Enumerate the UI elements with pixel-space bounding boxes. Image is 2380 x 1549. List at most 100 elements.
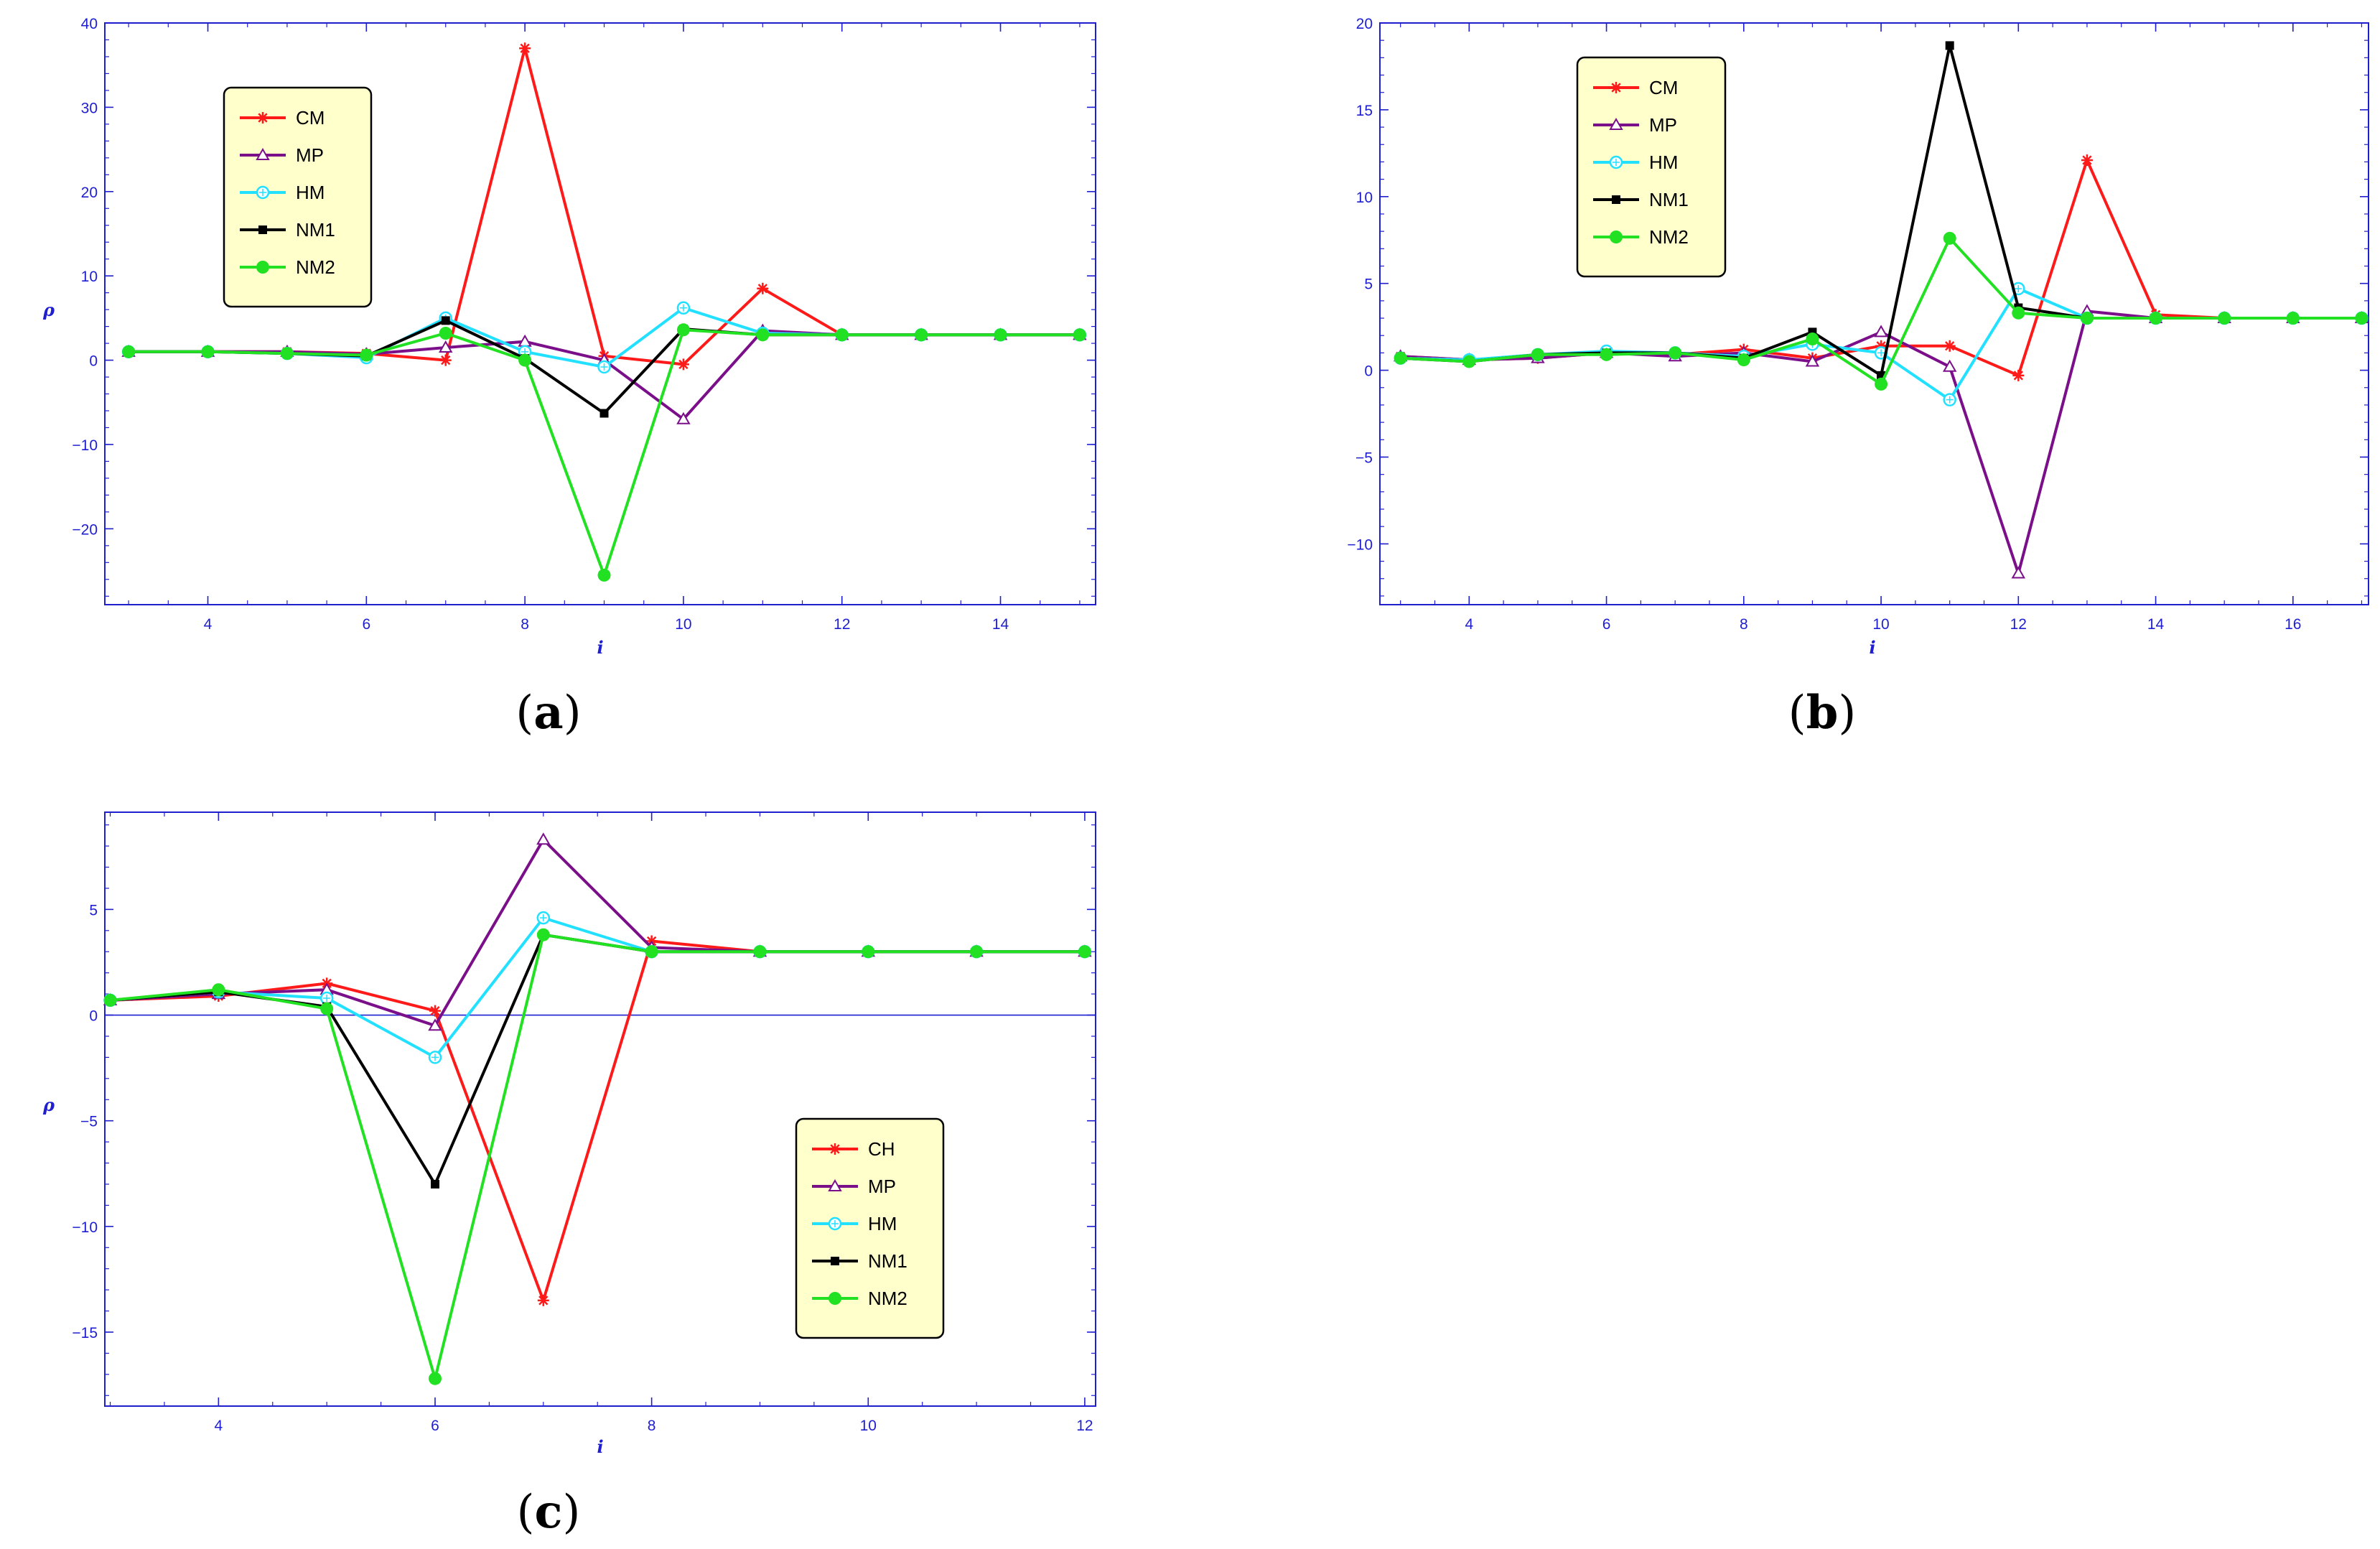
legend-label: MP <box>868 1176 896 1197</box>
series-4-marker <box>2080 312 2094 325</box>
series-4-marker <box>518 353 532 367</box>
series-1-marker <box>1805 354 1820 367</box>
legend-label: CH <box>868 1138 895 1160</box>
series-4-marker <box>2355 312 2369 325</box>
series-1-marker <box>256 147 270 160</box>
legend-label: CM <box>1649 77 1678 98</box>
series-4-marker <box>2012 306 2025 320</box>
x-tick-label: 8 <box>648 1418 656 1434</box>
series-mp <box>103 832 1092 1031</box>
series-4-marker <box>829 1292 841 1305</box>
series-4-marker <box>645 945 658 959</box>
series-0-marker <box>2081 154 2093 167</box>
legend-box <box>795 1117 945 1339</box>
series-4-marker <box>1462 355 1476 368</box>
series-line <box>110 916 1085 1059</box>
series-3-marker <box>1612 195 1620 204</box>
x-tick-label: 6 <box>431 1418 439 1434</box>
x-tick-label: 12 <box>834 616 850 633</box>
series-2-marker-cross <box>539 914 547 922</box>
series-2-marker-cross <box>679 304 687 312</box>
series-line <box>110 933 1085 1385</box>
series-4-marker <box>103 993 117 1007</box>
series-0-marker <box>829 1143 841 1155</box>
y-tick-label: 20 <box>1356 16 1373 32</box>
x-tick-label: 12 <box>2010 616 2027 633</box>
series-4-marker <box>439 327 452 340</box>
x-tick-label: 6 <box>1602 616 1611 633</box>
series-4-marker <box>835 328 849 342</box>
legend: CM MP HM NM1 NM2 <box>223 86 373 308</box>
y-tick-label: 10 <box>81 269 98 285</box>
x-tick-label: 12 <box>1076 1418 1093 1434</box>
plot-frame <box>104 811 1096 1407</box>
y-tick-label: −5 <box>80 1114 98 1130</box>
legend-label: CM <box>296 107 325 129</box>
series-4-marker <box>970 945 984 959</box>
series-hm <box>121 301 1087 374</box>
legend-label: NM2 <box>868 1288 907 1309</box>
legend-label: HM <box>296 182 325 203</box>
series-1-marker <box>676 411 691 424</box>
y-tick-label: 5 <box>89 902 98 918</box>
series-4-marker <box>994 328 1007 342</box>
series-4-marker <box>597 568 611 582</box>
x-tick-label: 6 <box>362 616 370 633</box>
x-tick-label: 4 <box>215 1418 223 1434</box>
series-4-marker <box>1737 353 1750 367</box>
x-axis-label: i <box>597 1436 603 1457</box>
x-tick-label: 10 <box>675 616 691 633</box>
panel-c: 4 6 8 10 12 −15 −10 −5 0 5 i ρ CH MP HM NM1 NM2 (c) <box>42 811 1096 1539</box>
y-tick-label: −20 <box>72 521 98 538</box>
y-tick-label: 0 <box>89 1008 98 1025</box>
series-1-marker <box>536 832 551 845</box>
legend-box <box>223 86 373 308</box>
series-3-marker <box>258 225 267 234</box>
series-2-marker-cross <box>831 1220 839 1227</box>
y-tick-label: −10 <box>72 1219 98 1236</box>
y-tick-label: 30 <box>81 100 98 116</box>
series-4-marker <box>360 348 373 362</box>
legend-label: NM2 <box>296 256 335 278</box>
series-nm2 <box>122 323 1086 582</box>
series-1-marker <box>2011 566 2026 579</box>
x-tick-label: 16 <box>2285 616 2301 633</box>
series-3-marker <box>599 409 609 418</box>
series-nm2 <box>103 928 1091 1385</box>
x-tick-label: 8 <box>521 616 529 633</box>
series-hm <box>103 911 1092 1064</box>
series-4-marker <box>753 945 767 959</box>
series-2-marker-cross <box>1877 349 1885 357</box>
series-4-marker <box>2286 312 2300 325</box>
series-0-marker <box>757 282 769 294</box>
plot-frame <box>104 22 1096 605</box>
panel-caption: (b) <box>1788 686 1857 740</box>
y-tick-label: −10 <box>72 437 98 454</box>
series-2-marker-cross <box>1613 159 1620 166</box>
legend-label: NM1 <box>1649 189 1689 210</box>
series-0-marker <box>429 1005 441 1017</box>
y-tick-label: 10 <box>1356 190 1373 206</box>
y-tick-label: −15 <box>72 1325 98 1341</box>
series-4-marker <box>1610 231 1623 243</box>
panel-caption: (a) <box>515 686 581 740</box>
series-4-marker <box>1806 332 1819 346</box>
series-4-marker <box>429 1372 442 1385</box>
series-2-marker-cross <box>431 1053 439 1061</box>
panel-a: 4 6 8 10 12 14 −20 −10 0 10 20 30 40 i ρ CM MP HM NM1 NM2 (a… <box>42 16 1096 740</box>
series-4-marker <box>122 345 136 358</box>
series-0-marker <box>1610 82 1622 93</box>
series-0-marker <box>257 112 269 124</box>
x-tick-label: 14 <box>992 616 1009 633</box>
series-4-marker <box>915 328 928 342</box>
x-tick-label: 14 <box>2147 616 2165 633</box>
series-0-marker <box>1943 340 1956 352</box>
series-0-marker <box>519 42 531 55</box>
series-0-marker <box>1875 340 1887 352</box>
series-0-marker <box>439 354 452 366</box>
legend-label: HM <box>1649 152 1678 173</box>
series-2-marker-cross <box>600 363 608 371</box>
series-4-marker <box>1669 346 1682 360</box>
series-4-marker <box>1600 348 1613 361</box>
